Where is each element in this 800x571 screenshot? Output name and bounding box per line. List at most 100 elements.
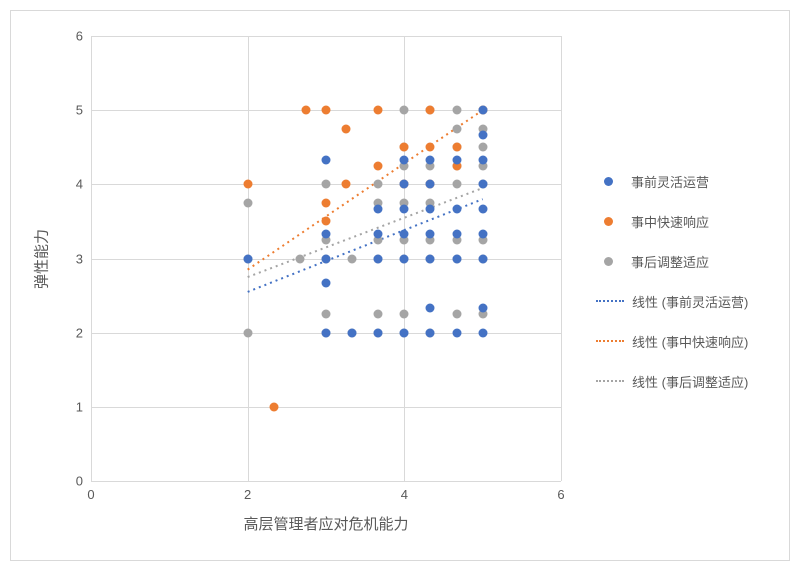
marker-s1 [347,328,356,337]
marker-s1 [400,204,409,213]
marker-s1 [322,155,331,164]
x-tick-label: 0 [87,487,94,502]
marker-s3 [452,180,461,189]
marker-s3 [322,310,331,319]
marker-s1 [426,155,435,164]
y-tick-label: 5 [76,103,83,118]
marker-s1 [400,230,409,239]
legend-label: 线性 (事后调整适应) [632,372,748,391]
marker-s3 [296,254,305,263]
trendline-t3 [248,188,483,277]
gridline-vertical [91,36,92,481]
marker-s2 [302,106,311,115]
x-tick-label: 4 [401,487,408,502]
marker-s3 [243,328,252,337]
gridline-horizontal [91,36,561,37]
marker-s1 [322,254,331,263]
marker-s1 [374,328,383,337]
y-tick-label: 0 [76,474,83,489]
marker-s1 [478,130,487,139]
x-tick-label: 6 [557,487,564,502]
gridline-horizontal [91,481,561,482]
marker-s1 [374,204,383,213]
legend-swatch-dot [604,257,613,266]
marker-s3 [347,254,356,263]
marker-s1 [426,180,435,189]
marker-s1 [322,278,331,287]
trendline-t2 [248,110,483,269]
marker-s2 [426,106,435,115]
legend: 事前灵活运营事中快速响应事后调整适应线性 (事前灵活运营) 线性 (事中快速响应)… [596,161,748,401]
marker-s2 [322,106,331,115]
legend-item-t1: 线性 (事前灵活运营) [596,281,748,321]
marker-s1 [243,254,252,263]
marker-s3 [452,310,461,319]
marker-s3 [478,143,487,152]
x-axis-title: 高层管理者应对危机能力 [243,513,408,534]
marker-s1 [478,180,487,189]
marker-s1 [452,254,461,263]
marker-s2 [322,217,331,226]
trendline-t1 [248,199,483,292]
legend-swatch-dot [604,177,613,186]
legend-item-t2: 线性 (事中快速响应) [596,321,748,361]
marker-s2 [341,180,350,189]
y-tick-label: 1 [76,399,83,414]
y-tick-label: 6 [76,29,83,44]
gridline-horizontal [91,407,561,408]
legend-label: 事后调整适应 [631,252,709,271]
chart-frame: 01234560246 弹性能力 高层管理者应对危机能力 事前灵活运营事中快速响… [10,10,790,561]
marker-s2 [452,143,461,152]
marker-s1 [322,230,331,239]
marker-s1 [478,230,487,239]
marker-s3 [374,310,383,319]
marker-s2 [426,143,435,152]
marker-s2 [243,180,252,189]
marker-s1 [426,304,435,313]
marker-s2 [341,124,350,133]
marker-s2 [269,402,278,411]
legend-label: 事中快速响应 [631,212,709,231]
marker-s1 [452,328,461,337]
marker-s1 [426,328,435,337]
marker-s1 [374,254,383,263]
legend-label: 线性 (事前灵活运营) [632,292,748,311]
plot-area: 01234560246 [91,36,561,481]
marker-s1 [478,328,487,337]
legend-swatch-line [596,380,624,382]
marker-s1 [374,230,383,239]
marker-s3 [452,124,461,133]
marker-s2 [322,198,331,207]
legend-item-s3: 事后调整适应 [596,241,748,281]
y-tick-label: 2 [76,325,83,340]
marker-s2 [374,106,383,115]
marker-s3 [243,198,252,207]
marker-s1 [426,254,435,263]
marker-s1 [452,155,461,164]
legend-swatch-line [596,340,624,342]
y-tick-label: 4 [76,177,83,192]
legend-swatch-dot [604,217,613,226]
marker-s3 [400,106,409,115]
marker-s3 [452,106,461,115]
marker-s1 [426,204,435,213]
legend-label: 事前灵活运营 [631,172,709,191]
marker-s1 [322,328,331,337]
marker-s2 [374,161,383,170]
marker-s1 [478,254,487,263]
legend-item-t3: 线性 (事后调整适应) [596,361,748,401]
marker-s1 [452,204,461,213]
marker-s1 [478,304,487,313]
marker-s1 [400,328,409,337]
marker-s3 [322,180,331,189]
y-axis-title: 弹性能力 [31,228,52,288]
marker-s1 [478,204,487,213]
marker-s1 [478,155,487,164]
legend-item-s2: 事中快速响应 [596,201,748,241]
legend-item-s1: 事前灵活运营 [596,161,748,201]
y-tick-label: 3 [76,251,83,266]
legend-label: 线性 (事中快速响应) [632,332,748,351]
marker-s3 [374,180,383,189]
x-tick-label: 2 [244,487,251,502]
marker-s1 [426,230,435,239]
